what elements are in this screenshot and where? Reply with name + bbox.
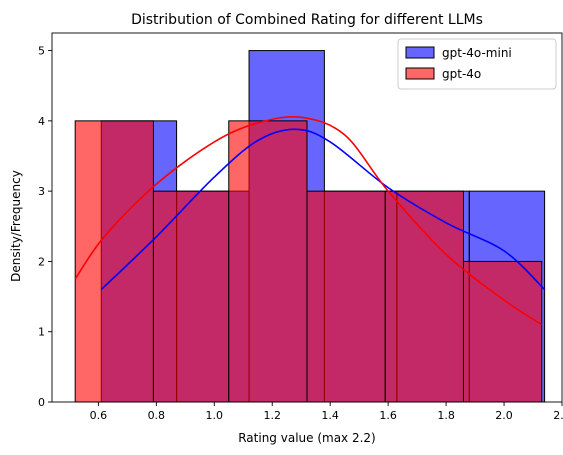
histogram-bar-gpt-4o-1 <box>152 190 230 403</box>
plot-frame <box>51 32 563 403</box>
x-tick-label: 1.6 <box>379 409 397 422</box>
histogram-bar-gpt-4o-4 <box>384 190 464 403</box>
x-tick-label: 0.8 <box>148 409 166 422</box>
x-tick-label: 2.2 <box>553 409 563 422</box>
plot-area: 0.6 0.8 1.0 1.2 1.4 1.6 1.8 2.0 2.2 0 1 2 3 4 5 <box>38 32 563 422</box>
legend-swatch-gpt-4o <box>405 67 435 80</box>
histogram-bar-gpt-4o-2 <box>228 120 308 403</box>
y-tick-label: 1 <box>38 326 45 339</box>
histogram-bar-gpt-4o-3 <box>306 190 386 403</box>
x-tick-label: 1.8 <box>437 409 455 422</box>
y-tick-label: 4 <box>38 115 45 128</box>
y-tick-label: 2 <box>38 255 45 268</box>
x-tick-label: 1.4 <box>321 409 339 422</box>
x-tick-label: 0.6 <box>90 409 108 422</box>
legend-label-gpt-4o-mini: gpt-4o-mini <box>442 46 512 60</box>
legend-label-gpt-4o: gpt-4o <box>442 67 481 81</box>
x-tick-label: 1.2 <box>263 409 281 422</box>
kde-line-gpt-4o <box>74 116 543 326</box>
legend: gpt-4o-mini gpt-4o <box>397 38 557 90</box>
y-tick-label: 0 <box>38 396 45 409</box>
chart-title: Distribution of Combined Rating for diff… <box>131 12 483 28</box>
x-tick-label: 1.0 <box>206 409 224 422</box>
legend-swatch-gpt-4o-mini <box>405 46 435 59</box>
legend-box <box>397 38 557 90</box>
y-tick-label: 5 <box>38 45 45 58</box>
kde-line-gpt-4o-mini <box>100 128 546 291</box>
y-axis-label: Density/Frequency <box>9 170 23 282</box>
histogram-bar-gpt-4o-5 <box>462 260 543 403</box>
x-tick-label: 2.0 <box>495 409 513 422</box>
x-axis-label: Rating value (max 2.2) <box>238 431 376 445</box>
y-tick-label: 3 <box>38 185 45 198</box>
